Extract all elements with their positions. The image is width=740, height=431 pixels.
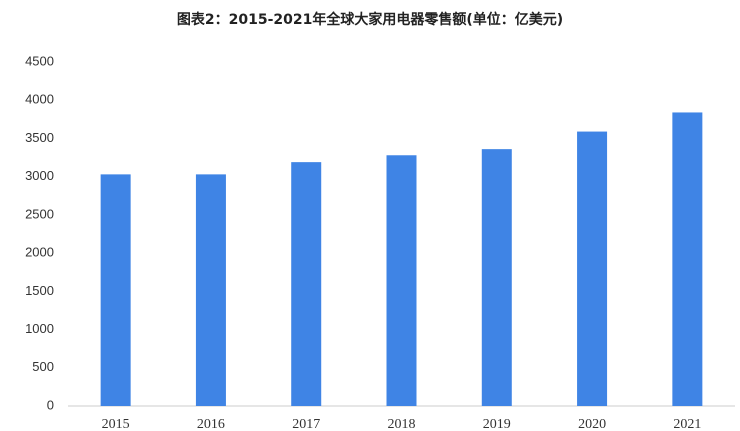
y-tick-label: 1000 (25, 321, 54, 336)
chart-title: 图表2：2015-2021年全球大家用电器零售额(单位：亿美元) (177, 11, 563, 28)
y-tick-label: 2500 (25, 206, 54, 221)
x-tick-label: 2020 (578, 417, 606, 431)
bar (481, 149, 512, 406)
x-tick-label: 2017 (292, 417, 320, 431)
y-tick-label: 1500 (25, 283, 54, 298)
y-tick-label: 4500 (25, 53, 54, 68)
y-tick-label: 500 (32, 359, 54, 374)
y-tick-label: 3000 (25, 168, 54, 183)
bar (386, 155, 417, 406)
bar (195, 174, 226, 406)
y-tick-label: 0 (47, 397, 54, 412)
bar (577, 131, 608, 406)
x-tick-label: 2021 (673, 417, 701, 431)
y-tick-label: 3500 (25, 130, 54, 145)
x-tick-label: 2018 (388, 417, 416, 431)
bar (291, 162, 322, 406)
y-tick-label: 2000 (25, 245, 54, 260)
x-tick-label: 2016 (197, 417, 225, 431)
bar (672, 112, 703, 406)
x-tick-label: 2019 (483, 417, 511, 431)
y-tick-label: 4000 (25, 92, 54, 107)
x-tick-label: 2015 (102, 417, 130, 431)
bar (100, 174, 131, 406)
